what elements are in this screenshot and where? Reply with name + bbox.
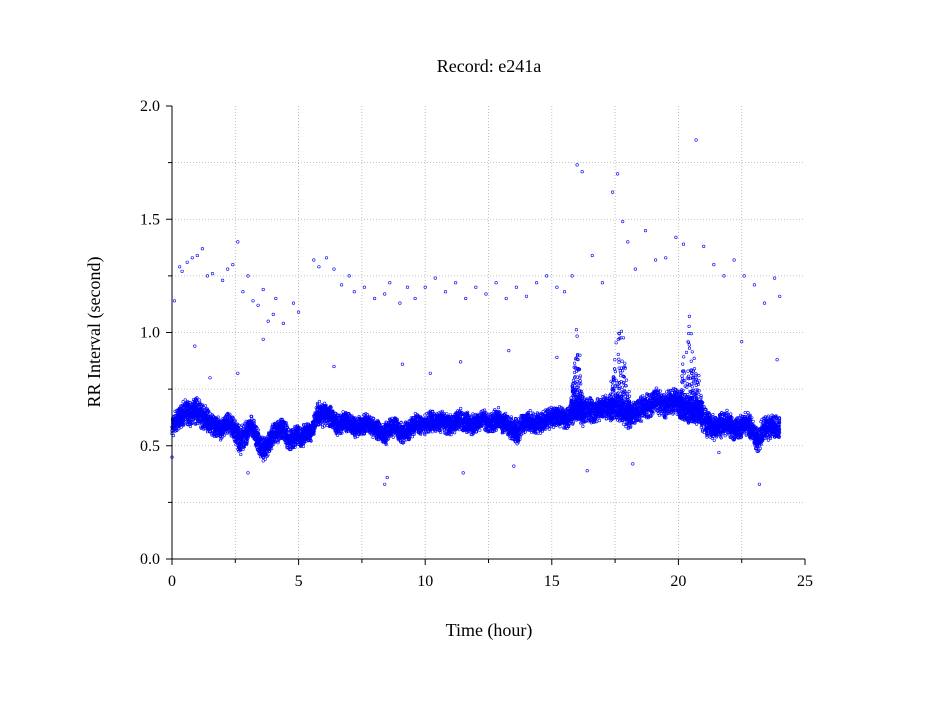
rr-interval-chart: 05101520250.00.51.01.52.0 Record: e241a …: [0, 0, 949, 697]
chart-svg: 05101520250.00.51.01.52.0 Record: e241a …: [0, 0, 949, 697]
